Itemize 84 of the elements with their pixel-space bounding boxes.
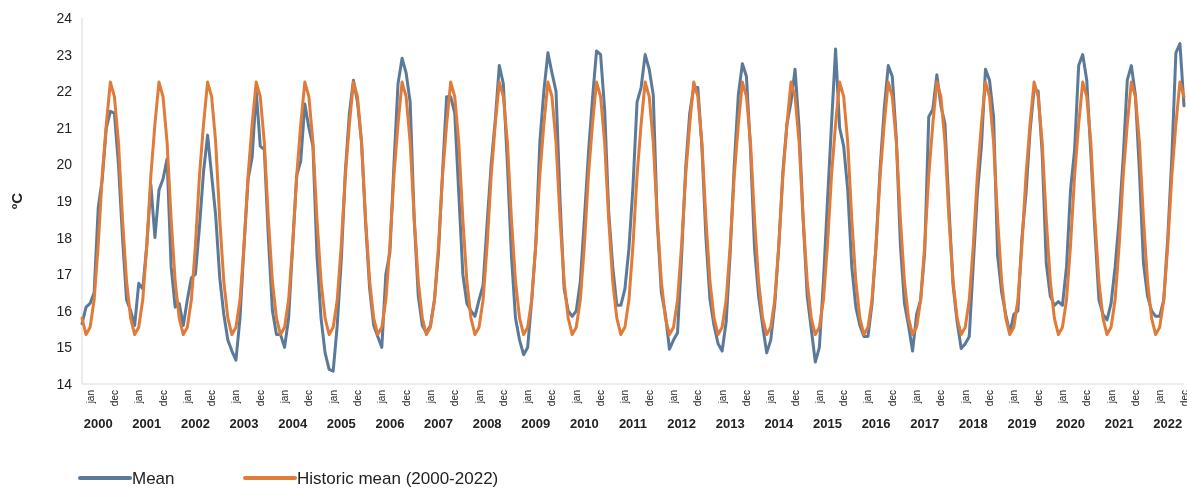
legend-label: Mean: [132, 468, 175, 488]
y-tick-label: 19: [56, 192, 73, 209]
x-tick-label: jan: [1056, 390, 1068, 405]
y-tick-label: 18: [56, 229, 73, 246]
x-tick-label: dec: [692, 390, 704, 407]
y-tick-label: 16: [56, 302, 73, 319]
x-tick-label: jan: [716, 390, 728, 405]
x-tick-label: dec: [789, 390, 801, 407]
x-tick-label: dec: [400, 390, 412, 407]
x-tick-label: dec: [497, 390, 509, 407]
x-tick-label: jan: [911, 390, 923, 405]
y-tick-label: 21: [56, 119, 73, 136]
text: 2021: [1104, 416, 1134, 431]
x-tick-label: jan: [133, 390, 145, 405]
x-tick-label: jan: [959, 390, 971, 405]
x-tick-label: jan: [279, 390, 291, 405]
x-tick-label: jan: [619, 390, 631, 405]
text: 2018: [958, 416, 988, 431]
x-tick-label: jan: [473, 390, 485, 405]
x-tick-label: dec: [740, 390, 752, 407]
x-tick-label: jan: [376, 390, 388, 405]
x-tick-label: jan: [765, 390, 777, 405]
x-tick-label: jan: [327, 390, 339, 405]
x-tick-label: dec: [935, 390, 947, 407]
text: 2013: [715, 416, 745, 431]
x-tick-label: jan: [522, 390, 534, 405]
x-tick-label: dec: [1178, 390, 1187, 407]
text: 2002: [180, 416, 210, 431]
x-tick-label: dec: [984, 390, 996, 407]
x-tick-label: dec: [1129, 390, 1141, 407]
text: 2016: [861, 416, 891, 431]
x-tick-label: dec: [886, 390, 898, 407]
x-tick-label: dec: [157, 390, 169, 407]
text: 2012: [667, 416, 697, 431]
y-tick-label: 17: [56, 266, 73, 283]
x-tick-label: dec: [643, 390, 655, 407]
x-tick-label: dec: [546, 390, 558, 407]
y-tick-label: 22: [56, 83, 73, 100]
line-series: [80, 80, 1186, 337]
text: 2011: [618, 416, 648, 431]
x-tick-label: dec: [108, 390, 120, 407]
x-tick-label: dec: [1032, 390, 1044, 407]
y-axis-title: ºC: [8, 192, 25, 210]
text: 2022: [1153, 416, 1183, 431]
x-tick-label: dec: [449, 390, 461, 407]
x-tick-label: jan: [862, 390, 874, 405]
text: 2004: [278, 416, 308, 431]
y-tick-label: 20: [56, 156, 73, 173]
x-tick-label: jan: [181, 390, 193, 405]
text: 2005: [326, 416, 356, 431]
text: 2008: [472, 416, 502, 431]
text: 2000: [83, 416, 113, 431]
x-tick-label: jan: [424, 390, 436, 405]
x-tick-label: dec: [595, 390, 607, 407]
x-tick-label: jan: [813, 390, 825, 405]
x-tick-label: dec: [303, 390, 315, 407]
text: 2020: [1056, 416, 1086, 431]
x-tick-label: jan: [1008, 390, 1020, 405]
x-tick-label: jan: [84, 390, 96, 405]
y-tick-label: 14: [56, 375, 73, 392]
text: 2019: [1007, 416, 1037, 431]
legend-label: Historic mean (2000-2022): [297, 468, 499, 488]
text: 2017: [910, 416, 940, 431]
text: 2003: [229, 416, 259, 431]
x-tick-label: jan: [1105, 390, 1117, 405]
y-tick-label: 15: [56, 339, 73, 356]
x-tick-label: jan: [570, 390, 582, 405]
x-tick-label: dec: [1081, 390, 1093, 407]
x-tick-label: dec: [254, 390, 266, 407]
text: 2006: [375, 416, 405, 431]
x-tick-label: jan: [1154, 390, 1166, 405]
y-tick-label: 24: [56, 9, 73, 26]
text: 2007: [424, 416, 453, 431]
x-tick-label: jan: [668, 390, 680, 405]
text: 2014: [764, 416, 795, 431]
x-tick-label: dec: [352, 390, 363, 407]
text: 2010: [569, 416, 599, 431]
x-tick-label: jan: [230, 390, 242, 405]
text: 2001: [132, 416, 162, 431]
y-tick-label: 23: [56, 46, 73, 63]
x-tick-label: dec: [206, 390, 218, 407]
x-tick-label: dec: [838, 390, 850, 407]
text: 2009: [521, 416, 551, 431]
text: 2015: [813, 416, 842, 431]
